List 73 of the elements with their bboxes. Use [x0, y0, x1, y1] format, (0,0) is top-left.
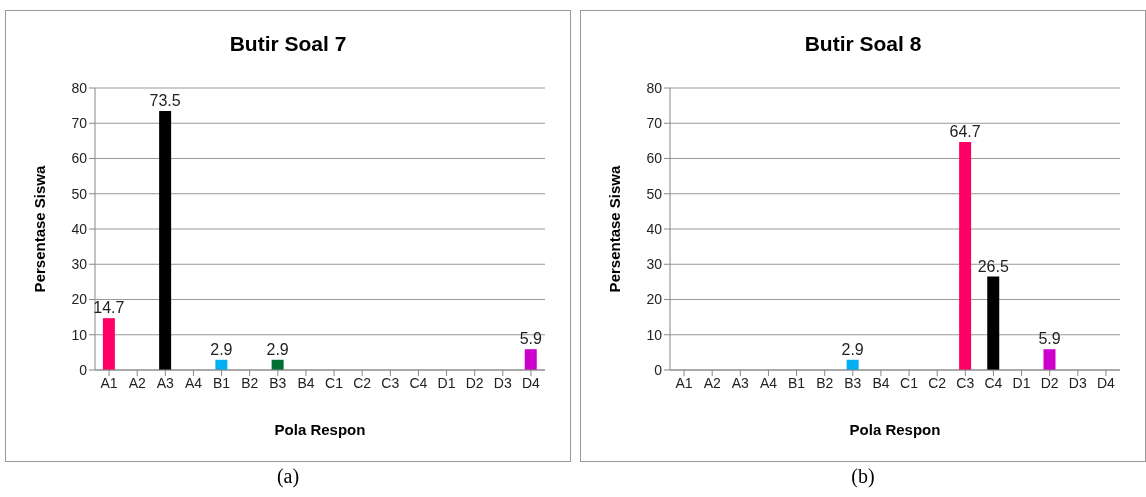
x-tick-label: D3 [1068, 374, 1087, 391]
x-tick-label: C1 [900, 374, 919, 391]
x-tick-label: D3 [493, 374, 512, 391]
y-tick-label: 80 [71, 79, 88, 96]
y-tick-label: 50 [646, 185, 663, 202]
data-label: 2.9 [210, 340, 233, 358]
y-tick-label: 60 [646, 150, 663, 167]
x-tick-label: A3 [731, 374, 750, 391]
x-tick-label: C3 [381, 374, 400, 391]
data-label: 14.7 [93, 299, 125, 317]
x-tick-label: A4 [759, 374, 778, 391]
data-label: 5.9 [1038, 330, 1061, 348]
x-tick-label: C3 [956, 374, 975, 391]
x-tick-label: A2 [128, 374, 146, 391]
x-tick-label: B1 [213, 374, 231, 391]
data-label: 2.9 [841, 340, 864, 358]
y-axis-title: Persentase Siswa [31, 164, 49, 293]
x-axis-title: Pola Respon [849, 421, 941, 438]
data-label: 64.7 [949, 122, 981, 140]
y-tick-label: 60 [71, 150, 88, 167]
x-tick-label: C4 [409, 374, 428, 391]
x-tick-label: D4 [1096, 374, 1116, 391]
bar [102, 318, 115, 370]
y-tick-label: 70 [71, 115, 88, 132]
x-tick-label: A1 [675, 374, 693, 391]
y-tick-label: 10 [646, 326, 663, 343]
y-tick-label: 0 [79, 361, 88, 378]
x-tick-label: D1 [1012, 374, 1031, 391]
data-label: 5.9 [519, 330, 542, 348]
x-tick-label: C2 [353, 374, 372, 391]
y-axis-title: Persentase Siswa [606, 164, 624, 293]
y-tick-label: 20 [71, 291, 88, 308]
data-label: 2.9 [266, 340, 289, 358]
chart-title: Butir Soal 8 [803, 32, 923, 56]
x-tick-label: B3 [269, 374, 287, 391]
x-tick-label: A2 [703, 374, 721, 391]
x-tick-label: D1 [437, 374, 456, 391]
y-tick-label: 10 [71, 326, 88, 343]
x-tick-label: D4 [521, 374, 541, 391]
data-label: 73.5 [149, 91, 181, 109]
bar [159, 110, 172, 370]
x-tick-label: B1 [788, 374, 806, 391]
x-tick-label: A1 [100, 374, 118, 391]
x-tick-label: B4 [297, 374, 315, 391]
data-label: 26.5 [977, 257, 1009, 275]
x-tick-label: B3 [844, 374, 862, 391]
x-tick-label: C2 [928, 374, 947, 391]
bar [959, 141, 972, 370]
bar [1043, 349, 1056, 370]
y-tick-label: 40 [646, 220, 663, 237]
x-tick-label: B2 [241, 374, 259, 391]
y-tick-label: 80 [646, 79, 663, 96]
y-tick-label: 50 [71, 185, 88, 202]
x-axis-title: Pola Respon [274, 421, 366, 438]
chart-title: Butir Soal 7 [228, 32, 348, 56]
x-tick-label: D2 [465, 374, 484, 391]
y-tick-label: 0 [654, 361, 663, 378]
y-tick-label: 30 [71, 256, 88, 273]
y-tick-label: 30 [646, 256, 663, 273]
x-tick-label: A3 [156, 374, 175, 391]
text: (a) [275, 465, 301, 488]
x-tick-label: B2 [816, 374, 834, 391]
x-tick-label: D2 [1040, 374, 1059, 391]
y-tick-label: 40 [71, 220, 88, 237]
y-tick-label: 70 [646, 115, 663, 132]
x-tick-label: B4 [872, 374, 890, 391]
bar [987, 276, 1000, 370]
x-tick-label: C1 [325, 374, 344, 391]
text: (b) [850, 465, 876, 488]
x-tick-label: C4 [984, 374, 1003, 391]
y-tick-label: 20 [646, 291, 663, 308]
x-tick-label: A4 [184, 374, 203, 391]
bar [524, 349, 537, 370]
